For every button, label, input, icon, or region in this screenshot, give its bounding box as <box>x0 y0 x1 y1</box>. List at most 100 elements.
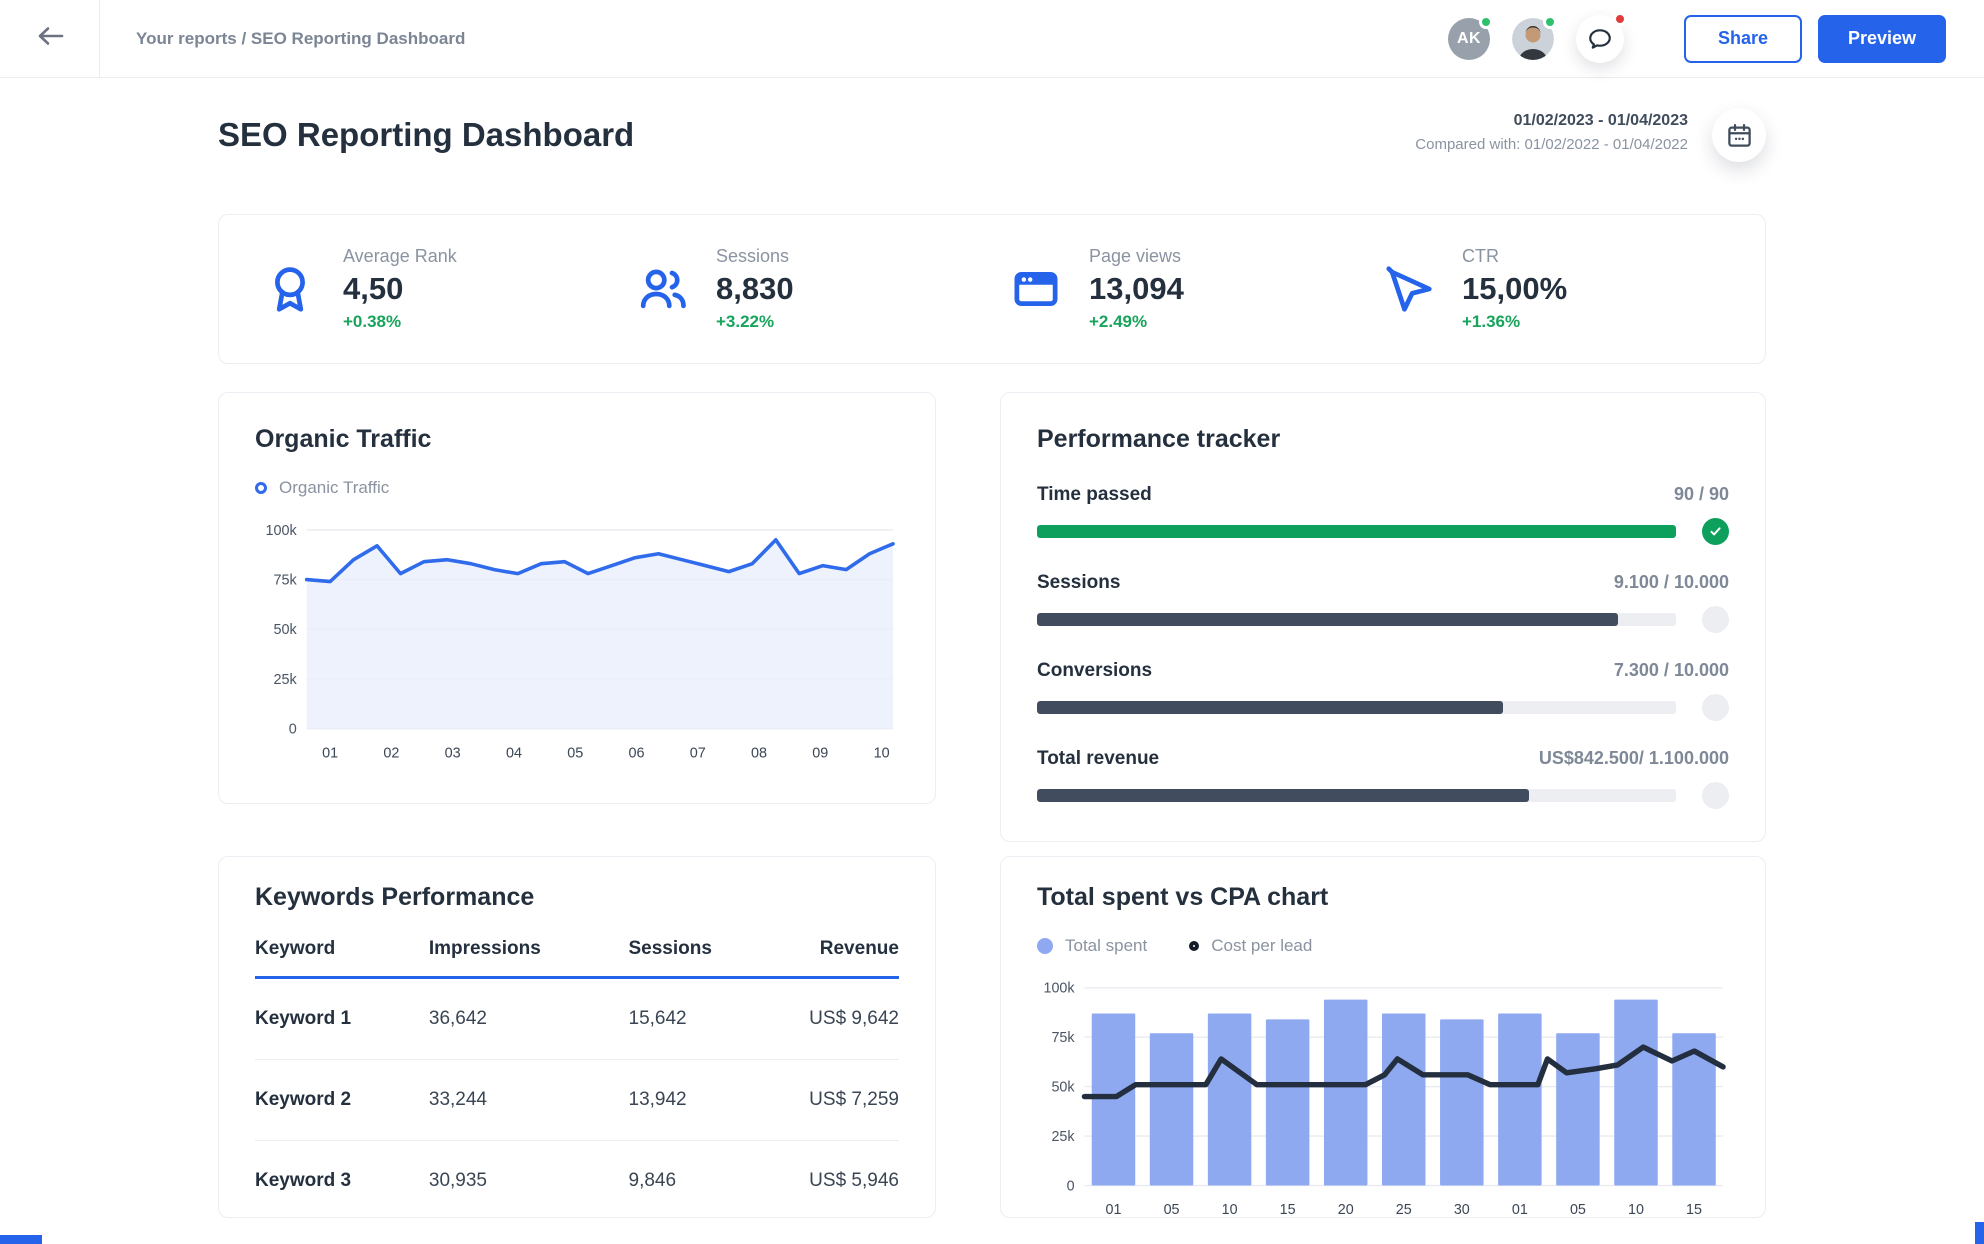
tracker-metric-value: US$842.500/ 1.100.000 <box>1539 748 1729 769</box>
svg-text:0: 0 <box>1067 1178 1075 1194</box>
svg-text:07: 07 <box>690 745 706 761</box>
online-status-dot <box>1543 15 1557 29</box>
progress-bar <box>1037 789 1676 802</box>
kpi-label: Sessions <box>716 246 794 267</box>
tracker-metric-label: Conversions <box>1037 660 1152 682</box>
dashboard-content: SEO Reporting Dashboard 01/02/2023 - 01/… <box>0 108 1984 1218</box>
card-title: Performance tracker <box>1037 425 1729 454</box>
calendar-button[interactable] <box>1712 108 1766 162</box>
status-circle <box>1702 606 1729 633</box>
revenue-cell: US$ 9,642 <box>802 1008 899 1030</box>
table-row: Keyword 3 30,935 9,846 US$ 5,946 <box>255 1141 899 1218</box>
kpi-ctr: CTR 15,00% +1.36% <box>1382 246 1755 332</box>
svg-text:05: 05 <box>1164 1202 1180 1218</box>
sessions-cell: 9,846 <box>629 1170 803 1192</box>
kpi-label: CTR <box>1462 246 1567 267</box>
svg-text:100k: 100k <box>265 523 297 539</box>
kpi-label: Average Rank <box>343 246 457 267</box>
kpi-texts: Sessions 8,830 +3.22% <box>716 246 794 332</box>
kpi-texts: Page views 13,094 +2.49% <box>1089 246 1184 332</box>
browser-icon <box>1009 262 1063 316</box>
kpi-page-views: Page views 13,094 +2.49% <box>1009 246 1382 332</box>
svg-text:30: 30 <box>1454 1202 1470 1218</box>
calendar-icon <box>1726 122 1753 149</box>
avatar-photo[interactable] <box>1512 18 1554 60</box>
avatar-initials-text: AK <box>1457 30 1481 48</box>
avatar-initials[interactable]: AK <box>1448 18 1490 60</box>
performance-tracker-card: Performance tracker Time passed 90 / 90 … <box>1000 392 1766 842</box>
progress-bar <box>1037 701 1676 714</box>
compared-date-range: Compared with: 01/02/2022 - 01/04/2022 <box>1415 136 1688 153</box>
svg-text:08: 08 <box>751 745 767 761</box>
svg-text:02: 02 <box>383 745 399 761</box>
tracker-metric-label: Time passed <box>1037 484 1152 506</box>
column-header: Sessions <box>629 938 803 960</box>
organic-legend: Organic Traffic <box>255 478 899 498</box>
back-arrow-icon <box>35 24 65 53</box>
top-bar: Your reports / SEO Reporting Dashboard A… <box>0 0 1984 78</box>
legend-marker-line-icon <box>1189 941 1199 951</box>
kpi-delta: +0.38% <box>343 312 457 332</box>
keyword-cell: Keyword 2 <box>255 1089 429 1111</box>
date-range: 01/02/2023 - 01/04/2023 <box>1415 112 1688 130</box>
svg-text:05: 05 <box>567 745 583 761</box>
legend-label: Cost per lead <box>1211 936 1312 956</box>
svg-text:01: 01 <box>322 745 338 761</box>
tracker-row-time-passed: Time passed 90 / 90 <box>1037 484 1729 545</box>
tracker-metric-value: 90 / 90 <box>1674 484 1729 505</box>
tracker-metric-value: 9.100 / 10.000 <box>1614 572 1729 593</box>
status-check-circle <box>1702 518 1729 545</box>
bottom-right-accent <box>1975 1222 1984 1244</box>
legend-label: Total spent <box>1065 936 1147 956</box>
kpi-texts: Average Rank 4,50 +0.38% <box>343 246 457 332</box>
keyword-cell: Keyword 1 <box>255 1008 429 1030</box>
sessions-cell: 15,642 <box>629 1008 803 1030</box>
svg-text:20: 20 <box>1338 1202 1354 1218</box>
kpi-sessions: Sessions 8,830 +3.22% <box>636 246 1009 332</box>
top-right-cluster: AK Share Preview <box>1448 15 1946 63</box>
back-button[interactable] <box>0 0 100 77</box>
preview-button[interactable]: Preview <box>1818 15 1946 63</box>
organic-traffic-chart: 100k75k50k25k001020304050607080910 <box>255 512 899 768</box>
table-row: Keyword 1 36,642 15,642 US$ 9,642 <box>255 979 899 1060</box>
check-icon <box>1708 524 1723 539</box>
tracker-metric-label: Total revenue <box>1037 748 1159 770</box>
chat-button[interactable] <box>1576 15 1624 63</box>
table-header-row: Keyword Impressions Sessions Revenue <box>255 938 899 979</box>
kpi-value: 8,830 <box>716 271 794 307</box>
page-title: SEO Reporting Dashboard <box>218 116 634 154</box>
svg-text:01: 01 <box>1512 1202 1528 1218</box>
tracker-row-total-revenue: Total revenue US$842.500/ 1.100.000 <box>1037 748 1729 809</box>
kpi-summary-card: Average Rank 4,50 +0.38% Sessions 8,830 … <box>218 214 1766 364</box>
legend-marker-bar-icon <box>1037 938 1053 954</box>
chat-bubble-icon <box>1587 26 1613 52</box>
kpi-delta: +2.49% <box>1089 312 1184 332</box>
keywords-performance-card: Keywords Performance Keyword Impressions… <box>218 856 936 1218</box>
svg-text:10: 10 <box>1628 1202 1644 1218</box>
card-title: Total spent vs CPA chart <box>1037 883 1729 912</box>
total-spent-vs-cpa-chart: 100k75k50k25k00105101520253001051015 <box>1037 970 1729 1218</box>
impressions-cell: 33,244 <box>429 1089 629 1111</box>
breadcrumb[interactable]: Your reports / SEO Reporting Dashboard <box>136 29 465 49</box>
status-circle <box>1702 694 1729 721</box>
kpi-texts: CTR 15,00% +1.36% <box>1462 246 1567 332</box>
tracker-metric-value: 7.300 / 10.000 <box>1614 660 1729 681</box>
kpi-average-rank: Average Rank 4,50 +0.38% <box>263 246 636 332</box>
share-button[interactable]: Share <box>1684 15 1802 63</box>
kpi-value: 15,00% <box>1462 271 1567 307</box>
tracker-row-sessions: Sessions 9.100 / 10.000 <box>1037 572 1729 633</box>
svg-text:06: 06 <box>628 745 644 761</box>
legend-marker-ring-icon <box>255 482 267 494</box>
svg-text:04: 04 <box>506 745 522 761</box>
title-row: SEO Reporting Dashboard 01/02/2023 - 01/… <box>218 108 1766 162</box>
svg-text:25k: 25k <box>1051 1129 1075 1145</box>
svg-text:75k: 75k <box>1051 1030 1075 1046</box>
card-title: Organic Traffic <box>255 425 899 454</box>
progress-bar <box>1037 613 1676 626</box>
column-header: Impressions <box>429 938 629 960</box>
svg-text:15: 15 <box>1280 1202 1296 1218</box>
svg-text:50k: 50k <box>274 622 298 638</box>
svg-text:10: 10 <box>1222 1202 1238 1218</box>
date-range-block: 01/02/2023 - 01/04/2023 Compared with: 0… <box>1415 112 1688 153</box>
table-row: Keyword 2 33,244 13,942 US$ 7,259 <box>255 1060 899 1141</box>
